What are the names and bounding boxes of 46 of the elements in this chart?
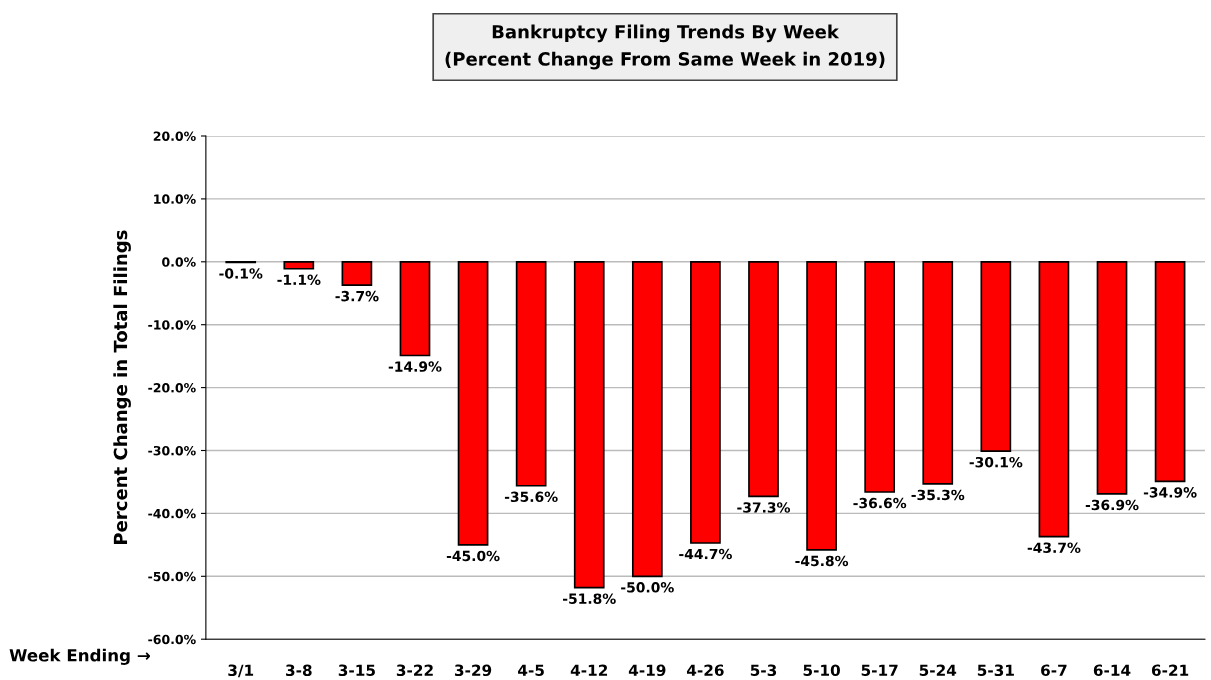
data-label: -51.8% bbox=[563, 593, 616, 604]
y-tick-label: 10.0% bbox=[154, 194, 196, 204]
x-tick-label: 3-15 bbox=[338, 664, 375, 677]
data-label: -44.7% bbox=[679, 548, 732, 560]
x-tick-label: 3-29 bbox=[454, 664, 492, 677]
data-label: -37.3% bbox=[737, 502, 791, 513]
data-label: -43.7% bbox=[1027, 542, 1081, 553]
x-tick-label: 3/1 bbox=[228, 664, 254, 678]
x-tick-label: 6-14 bbox=[1093, 664, 1131, 677]
y-axis-title: Percent Change in Total Filings bbox=[113, 230, 131, 544]
y-tick-label: -60.0% bbox=[148, 634, 196, 645]
x-tick-label: 4-5 bbox=[518, 664, 544, 677]
data-label: -45.8% bbox=[795, 555, 849, 567]
data-label: -35.3% bbox=[911, 489, 965, 501]
y-tick-label: -40.0% bbox=[148, 508, 196, 519]
data-label: -3.7% bbox=[335, 290, 379, 302]
x-tick-label: 4-12 bbox=[570, 664, 608, 676]
data-label: -1.1% bbox=[277, 274, 321, 286]
x-tick-label: 5-3 bbox=[750, 664, 777, 677]
chart-title: Bankruptcy Filing Trends By Week (Percent Change From Same Week in 2019) bbox=[445, 24, 885, 70]
x-tick-label: 5-10 bbox=[803, 664, 840, 677]
data-label: -35.6% bbox=[504, 491, 558, 503]
data-label: -50.0% bbox=[621, 582, 674, 593]
data-label: -45.0% bbox=[446, 550, 500, 562]
x-tick-label: 4-26 bbox=[686, 664, 724, 677]
x-tick-label: 5-24 bbox=[919, 664, 957, 677]
data-label: -36.9% bbox=[1085, 499, 1139, 511]
y-tick-label: 0.0% bbox=[162, 257, 196, 267]
x-tick-label: 3-8 bbox=[286, 664, 312, 677]
data-label: -36.6% bbox=[853, 497, 907, 509]
y-tick-label: -30.0% bbox=[148, 445, 196, 456]
x-tick-label: 6-7 bbox=[1041, 664, 1067, 677]
x-tick-label: 3-22 bbox=[396, 664, 433, 677]
y-tick-label: -50.0% bbox=[148, 571, 196, 582]
x-tick-label: 6-21 bbox=[1151, 664, 1189, 677]
x-tick-label: 5-17 bbox=[861, 664, 898, 677]
data-label: -30.1% bbox=[969, 456, 1023, 468]
y-tick-label: 20.0% bbox=[153, 131, 196, 141]
y-tick-label: -10.0% bbox=[148, 320, 196, 330]
y-tick-label: -20.0% bbox=[148, 383, 196, 393]
x-tick-label: 5-31 bbox=[977, 664, 1014, 677]
x-tick-label: 4-19 bbox=[628, 664, 666, 677]
x-axis-title: Week Ending → bbox=[9, 648, 150, 665]
data-label: -34.9% bbox=[1143, 487, 1197, 498]
data-label: -14.9% bbox=[388, 361, 442, 372]
data-label: -0.1% bbox=[219, 268, 263, 279]
